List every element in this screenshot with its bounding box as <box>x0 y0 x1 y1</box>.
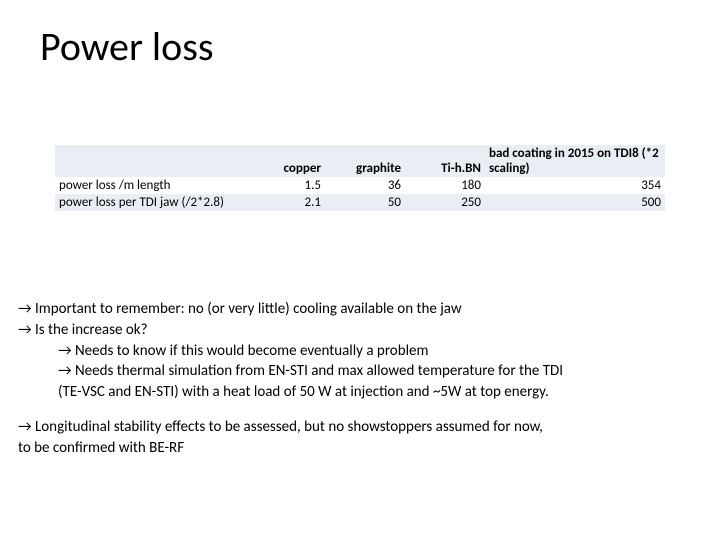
cell: 1.5 <box>265 177 325 194</box>
bullet-line: → Longitudinal stability effects to be a… <box>18 418 702 437</box>
slide-title: Power loss <box>40 22 214 71</box>
bullet-spacer <box>18 404 702 418</box>
cell: 50 <box>325 194 405 211</box>
row-label: power loss /m length <box>55 177 265 194</box>
header-copper: copper <box>265 145 325 177</box>
row-label: power loss per TDI jaw (/2*2.8) <box>55 194 265 211</box>
header-blank <box>55 145 265 177</box>
bullet-line: (TE-VSC and EN-STI) with a heat load of … <box>18 383 702 402</box>
header-tihbn: Ti-h.BN <box>405 145 485 177</box>
slide: Power loss copper graphite Ti-h.BN bad c… <box>0 0 720 540</box>
bullet-line: to be confirmed with BE-RF <box>18 439 702 458</box>
cell: 36 <box>325 177 405 194</box>
table-row: power loss per TDI jaw (/2*2.8) 2.1 50 2… <box>55 194 665 211</box>
cell: 180 <box>405 177 485 194</box>
table: copper graphite Ti-h.BN bad coating in 2… <box>55 145 665 211</box>
cell: 250 <box>405 194 485 211</box>
power-loss-table: copper graphite Ti-h.BN bad coating in 2… <box>55 145 665 211</box>
bullet-line: → Needs thermal simulation from EN-STI a… <box>18 362 702 381</box>
bullet-line: → Important to remember: no (or very lit… <box>18 300 702 319</box>
cell: 2.1 <box>265 194 325 211</box>
bullet-block: → Important to remember: no (or very lit… <box>18 300 702 459</box>
cell: 354 <box>485 177 665 194</box>
table-row: power loss /m length 1.5 36 180 354 <box>55 177 665 194</box>
header-graphite: graphite <box>325 145 405 177</box>
cell: 500 <box>485 194 665 211</box>
table-header-row: copper graphite Ti-h.BN bad coating in 2… <box>55 145 665 177</box>
header-bad-coating: bad coating in 2015 on TDI8 (*2 scaling) <box>485 145 665 177</box>
bullet-line: → Is the increase ok? <box>18 321 702 340</box>
bullet-line: → Needs to know if this would become eve… <box>18 342 702 361</box>
